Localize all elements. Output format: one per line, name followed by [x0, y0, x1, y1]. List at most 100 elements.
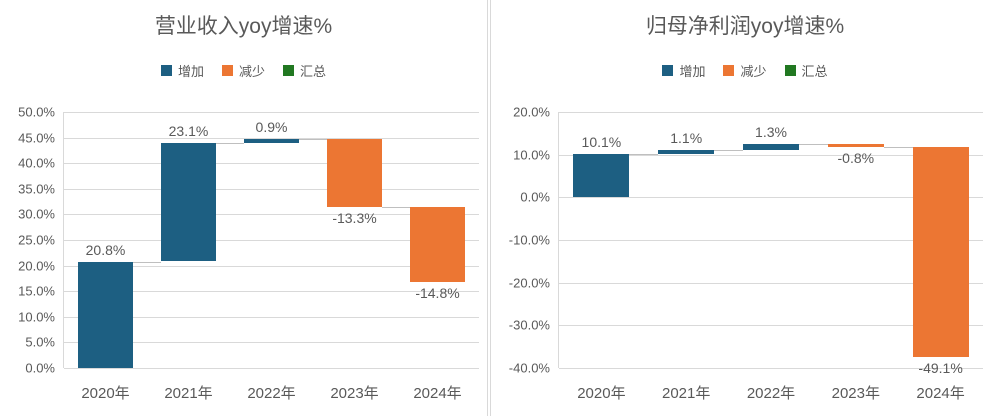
gridline	[64, 342, 479, 344]
gridline	[559, 282, 983, 284]
data-label: 1.1%	[670, 129, 703, 146]
chart-legend: 增加 减少 汇总	[491, 61, 999, 80]
legend-item-total: 汇总	[283, 61, 326, 80]
y-axis-tick-label: 20.0%	[18, 258, 55, 274]
legend-item-decrease: 减少	[221, 61, 265, 80]
gridline	[559, 325, 983, 327]
y-axis-tick-label: 0.0%	[520, 189, 550, 205]
y-axis-line	[558, 112, 559, 368]
x-axis-tick-label: 2024年	[413, 385, 462, 402]
y-axis-tick-label: 10.0%	[513, 147, 550, 163]
y-axis-tick-label: 35.0%	[18, 181, 55, 197]
y-axis-tick-label: 25.0%	[18, 232, 55, 248]
x-axis-tick-label: 2021年	[662, 385, 711, 402]
y-axis-tick-label: 0.0%	[25, 360, 55, 376]
waterfall-connector	[714, 149, 743, 151]
gridline	[64, 163, 479, 165]
chart-panel-net-profit: 归母净利润yoy增速% 增加 减少 汇总 20.0% 10.0% 0.0% -10.0% -…	[490, 0, 999, 416]
legend-swatch-increase-icon	[160, 65, 172, 76]
legend-swatch-decrease-icon	[723, 65, 735, 76]
x-axis-tick-label: 2023年	[330, 385, 379, 402]
bar-2024年	[912, 147, 969, 357]
y-axis-tick-label: -20.0%	[508, 275, 550, 291]
x-axis-tick-label: 2021年	[164, 385, 213, 402]
legend-item-increase: 增加	[662, 61, 705, 80]
chart-title-revenue: 营业收入yoy增速%	[154, 15, 333, 38]
legend-label-total: 汇总	[300, 64, 327, 79]
data-label: -13.3%	[332, 209, 377, 226]
legend-label-total: 汇总	[801, 64, 828, 79]
waterfall-connector	[382, 206, 410, 208]
y-axis-tick-label: 10.0%	[18, 309, 55, 325]
legend-swatch-increase-icon	[662, 65, 674, 76]
chart-legend: 增加 减少 汇总	[0, 61, 487, 80]
gridline	[64, 316, 479, 318]
gridline	[64, 291, 479, 293]
y-axis-tick-label: 15.0%	[18, 283, 55, 299]
y-axis-tick-label: -30.0%	[508, 317, 550, 333]
bar-2022年	[743, 144, 799, 150]
waterfall-connector	[629, 154, 659, 156]
bar-2021年	[161, 143, 216, 262]
data-label: -49.1%	[918, 359, 963, 376]
legend-swatch-total-icon	[283, 65, 294, 76]
gridline	[64, 240, 479, 241]
chart-panel-revenue: 营业收入yoy增速% 增加 减少 汇总 50.0% 45.0% 40.0% 35.0% 30…	[0, 0, 488, 416]
legend-item-total: 汇总	[784, 61, 828, 80]
data-label: 1.3%	[755, 124, 787, 140]
gridline	[559, 240, 983, 241]
legend-item-increase: 增加	[160, 61, 204, 80]
data-label: -0.8%	[837, 150, 875, 167]
plot-area: 20.0% 10.0% 0.0% -10.0% -20.0% -30.0% -40.0% 10…	[509, 105, 983, 402]
bar-2021年	[658, 149, 715, 155]
y-axis-tick-label: 45.0%	[18, 130, 55, 146]
y-axis-tick-label: 40.0%	[18, 155, 55, 171]
x-axis-tick-label: 2020年	[577, 385, 626, 402]
bar-2023年	[327, 138, 382, 207]
waterfall-connector	[799, 144, 828, 145]
bar-2023年	[827, 144, 884, 148]
x-axis-tick-label: 2023年	[831, 385, 880, 402]
waterfall-connector	[133, 261, 161, 263]
legend-item-decrease: 减少	[723, 61, 767, 80]
legend-label-decrease: 减少	[740, 64, 767, 79]
gridline	[64, 265, 479, 267]
plot-area: 50.0% 45.0% 40.0% 35.0% 30.0% 25.0% 20.0% 15.0%…	[18, 105, 479, 402]
gridline	[559, 368, 983, 369]
x-axis-tick-label: 2022年	[746, 385, 796, 402]
data-label: 20.8%	[85, 241, 126, 258]
x-axis-tick-label: 2024年	[916, 385, 965, 402]
bar-2022年	[244, 138, 299, 144]
y-axis-tick-label: 20.0%	[513, 104, 550, 120]
gridline	[64, 137, 479, 139]
data-label: 0.9%	[255, 118, 288, 135]
bar-2020年	[573, 154, 630, 198]
gridline	[559, 197, 983, 199]
y-axis-tick-label: -10.0%	[508, 232, 550, 248]
y-axis-tick-label: 5.0%	[25, 334, 55, 350]
bar-2024年	[410, 206, 465, 283]
x-axis-tick-label: 2022年	[247, 385, 296, 402]
legend-swatch-total-icon	[784, 65, 796, 76]
data-label: 10.1%	[581, 134, 622, 151]
legend-label-increase: 增加	[679, 64, 706, 79]
x-axis-tick-label: 2020年	[81, 385, 130, 402]
legend-label-decrease: 减少	[238, 64, 265, 79]
legend-swatch-decrease-icon	[221, 65, 233, 76]
legend-label-increase: 增加	[177, 64, 204, 79]
y-axis-line	[63, 112, 64, 368]
y-axis-tick-label: 30.0%	[18, 206, 55, 222]
waterfall-connector	[216, 143, 244, 145]
data-label: 23.1%	[168, 123, 209, 140]
gridline	[64, 188, 479, 190]
gridline	[559, 112, 983, 113]
gridline	[64, 214, 479, 216]
gridline	[64, 368, 479, 369]
y-axis-tick-label: -40.0%	[508, 360, 550, 376]
chart-title-net-profit: 归母净利润yoy增速%	[645, 15, 845, 38]
y-axis-tick-label: 50.0%	[18, 104, 55, 120]
gridline	[64, 112, 479, 113]
waterfall-connector	[883, 147, 913, 149]
waterfall-connector	[299, 138, 327, 140]
